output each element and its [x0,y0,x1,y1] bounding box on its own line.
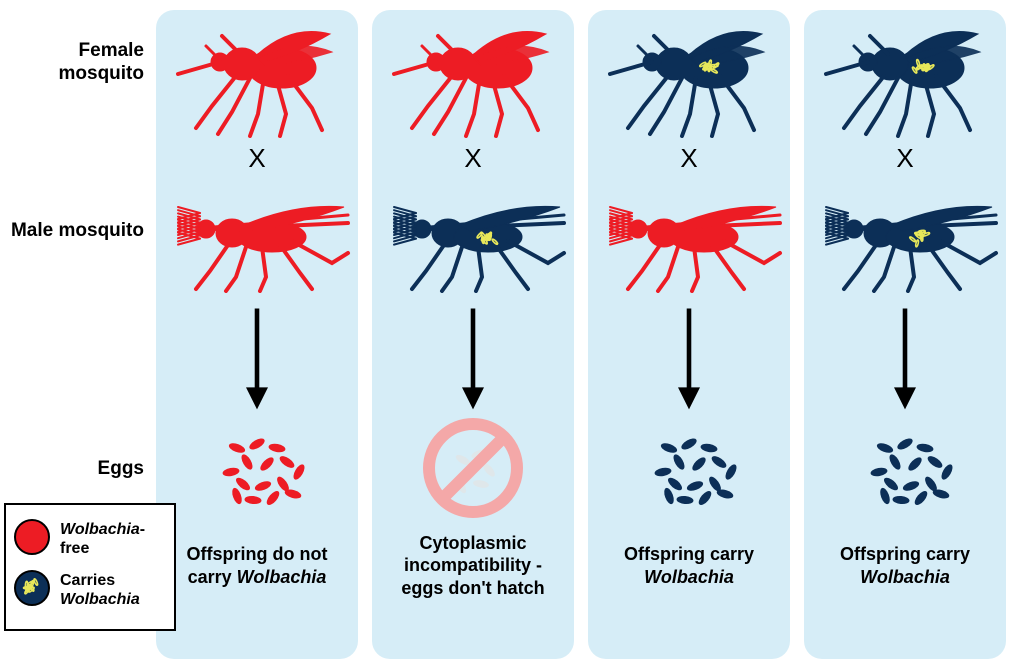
eggs-slot [162,418,352,518]
wolbachia-free-icon [12,517,52,562]
female-slot [810,18,1000,138]
outcome-slot: Offspring carry Wolbachia [810,518,1000,613]
male-mosquito-icon [162,183,352,293]
legend: Wolbachia-free Carries Wolbachia [4,503,176,631]
arrow-down-icon [453,303,493,413]
outcome-text: Offspring do not carry Wolbachia [166,543,348,588]
outcome-slot: Offspring do not carry Wolbachia [162,518,352,613]
column-2: X [372,10,574,659]
male-slot [594,178,784,298]
arrow-down-icon [669,303,709,413]
female-mosquito-icon [820,18,990,138]
label-eggs: Eggs [98,458,144,481]
column-4: X [804,10,1006,659]
columns: X [156,10,1014,659]
outcome-text: Offspring carry Wolbachia [814,543,996,588]
outcome-slot: Cytoplasmic incompatibility - eggs don't… [378,518,568,613]
arrow-slot [594,298,784,418]
eggs-slot [378,418,568,518]
arrow-slot [810,298,1000,418]
cross-symbol: X [594,138,784,178]
male-mosquito-icon [594,183,784,293]
egg-cluster-icon [619,418,759,518]
female-mosquito-icon [172,18,342,138]
column-1: X [156,10,358,659]
column-3: X [588,10,790,659]
eggs-slot [594,418,784,518]
female-mosquito-icon [388,18,558,138]
female-slot [162,18,352,138]
male-mosquito-icon [378,183,568,293]
prohibited-icon [423,418,523,518]
cross-symbol: X [378,138,568,178]
eggs-slot [810,418,1000,518]
outcome-text: Cytoplasmic incompatibility - eggs don't… [382,532,564,600]
female-mosquito-icon [604,18,774,138]
arrow-slot [162,298,352,418]
arrow-slot [378,298,568,418]
label-male: Male mosquito [11,220,144,243]
arrow-down-icon [885,303,925,413]
legend-row-free: Wolbachia-free [12,517,168,562]
arrow-down-icon [237,303,277,413]
legend-free-label: Wolbachia-free [60,521,168,558]
legend-row-carries: Carries Wolbachia [12,568,168,613]
cross-symbol: X [810,138,1000,178]
egg-cluster-icon [835,418,975,518]
outcome-slot: Offspring carry Wolbachia [594,518,784,613]
legend-carries-label: Carries Wolbachia [60,572,168,609]
male-slot [810,178,1000,298]
egg-cluster-icon [187,418,327,518]
male-slot [162,178,352,298]
male-mosquito-icon [810,183,1000,293]
label-female: Female mosquito [10,40,144,86]
female-slot [378,18,568,138]
cross-symbol: X [162,138,352,178]
female-slot [594,18,784,138]
outcome-text: Offspring carry Wolbachia [598,543,780,588]
wolbachia-carries-icon [12,568,52,613]
male-slot [378,178,568,298]
